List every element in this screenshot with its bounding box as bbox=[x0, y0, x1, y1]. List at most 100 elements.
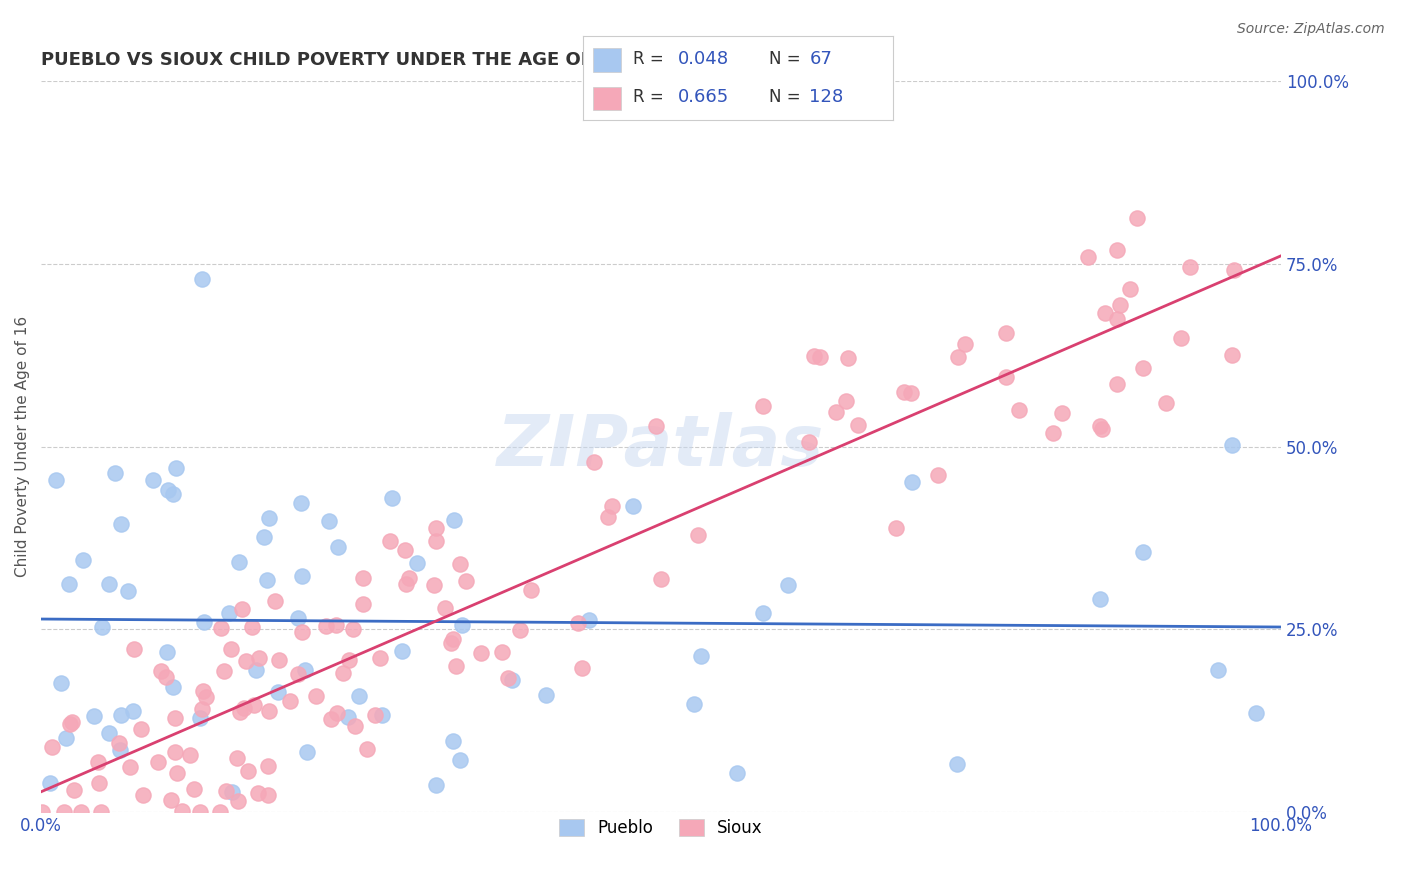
Point bbox=[59, 717, 82, 731]
Point bbox=[110, 517, 132, 532]
Point bbox=[165, 711, 187, 725]
Point bbox=[218, 606, 240, 620]
Point bbox=[295, 745, 318, 759]
Point bbox=[165, 461, 187, 475]
Point bbox=[900, 385, 922, 400]
Point bbox=[1088, 591, 1111, 606]
Point bbox=[247, 651, 270, 665]
Point bbox=[291, 569, 314, 583]
Point bbox=[406, 556, 429, 570]
Legend: Pueblo, Sioux: Pueblo, Sioux bbox=[553, 813, 769, 844]
Point bbox=[229, 705, 252, 719]
Point bbox=[191, 702, 214, 716]
Point bbox=[444, 659, 467, 673]
Point bbox=[155, 669, 177, 683]
Text: R =: R = bbox=[633, 51, 669, 69]
Point bbox=[363, 707, 385, 722]
Point bbox=[1107, 243, 1129, 257]
Point bbox=[214, 664, 236, 678]
Point bbox=[235, 654, 257, 668]
Point bbox=[425, 521, 447, 535]
Point bbox=[994, 326, 1017, 341]
Point bbox=[326, 541, 349, 555]
Point bbox=[337, 653, 360, 667]
Point bbox=[122, 642, 145, 657]
Point bbox=[347, 689, 370, 703]
Point bbox=[686, 528, 709, 542]
Point bbox=[162, 487, 184, 501]
Point bbox=[226, 750, 249, 764]
Text: 128: 128 bbox=[810, 87, 844, 105]
Point bbox=[287, 667, 309, 681]
Point bbox=[808, 350, 831, 364]
Point bbox=[344, 719, 367, 733]
Point bbox=[582, 455, 605, 469]
Point bbox=[179, 747, 201, 762]
Point bbox=[948, 351, 970, 365]
Point bbox=[267, 685, 290, 699]
Point bbox=[70, 805, 93, 819]
Point bbox=[31, 805, 53, 819]
Point bbox=[215, 784, 238, 798]
Point bbox=[1042, 426, 1064, 441]
Point bbox=[87, 755, 110, 769]
FancyBboxPatch shape bbox=[593, 87, 620, 111]
Point bbox=[893, 384, 915, 399]
Point bbox=[238, 764, 260, 778]
Point bbox=[621, 499, 644, 513]
Point bbox=[263, 594, 285, 608]
Point bbox=[53, 805, 76, 819]
Point bbox=[423, 578, 446, 592]
Text: PUEBLO VS SIOUX CHILD POVERTY UNDER THE AGE OF 16 CORRELATION CHART: PUEBLO VS SIOUX CHILD POVERTY UNDER THE … bbox=[41, 51, 846, 69]
Point bbox=[725, 765, 748, 780]
Point bbox=[578, 614, 600, 628]
Point bbox=[1008, 403, 1031, 417]
Point bbox=[294, 664, 316, 678]
Point bbox=[1109, 298, 1132, 312]
Point bbox=[257, 788, 280, 802]
Point bbox=[291, 625, 314, 640]
Point bbox=[520, 582, 543, 597]
Point bbox=[156, 483, 179, 497]
Point bbox=[83, 709, 105, 723]
Point bbox=[165, 745, 187, 759]
Point bbox=[188, 805, 211, 819]
Point bbox=[1132, 545, 1154, 559]
Point bbox=[245, 663, 267, 677]
Point bbox=[491, 645, 513, 659]
Point bbox=[332, 665, 354, 680]
Point bbox=[567, 615, 589, 630]
Point bbox=[690, 648, 713, 663]
Point bbox=[63, 783, 86, 797]
Point bbox=[231, 602, 253, 616]
Point bbox=[195, 690, 218, 704]
Point bbox=[1105, 376, 1128, 391]
Point bbox=[470, 646, 492, 660]
Point bbox=[398, 572, 420, 586]
Point bbox=[1088, 418, 1111, 433]
Point bbox=[209, 805, 232, 819]
Point bbox=[118, 760, 141, 774]
Point bbox=[496, 671, 519, 685]
Point bbox=[253, 530, 276, 544]
Point bbox=[233, 701, 256, 715]
Point bbox=[226, 794, 249, 808]
Point bbox=[315, 619, 337, 633]
Point bbox=[395, 577, 418, 591]
Point bbox=[170, 805, 193, 819]
Text: 0.665: 0.665 bbox=[678, 87, 730, 105]
Point bbox=[1223, 263, 1246, 277]
Point bbox=[221, 784, 243, 798]
Point bbox=[55, 731, 77, 746]
Point bbox=[1154, 395, 1177, 409]
Point bbox=[425, 778, 447, 792]
Point bbox=[97, 576, 120, 591]
Point bbox=[1220, 438, 1243, 452]
Point bbox=[1220, 348, 1243, 362]
Point bbox=[837, 351, 859, 366]
Point bbox=[953, 336, 976, 351]
Point bbox=[257, 759, 280, 773]
Point bbox=[825, 405, 848, 419]
Point bbox=[600, 499, 623, 513]
Point bbox=[269, 653, 291, 667]
